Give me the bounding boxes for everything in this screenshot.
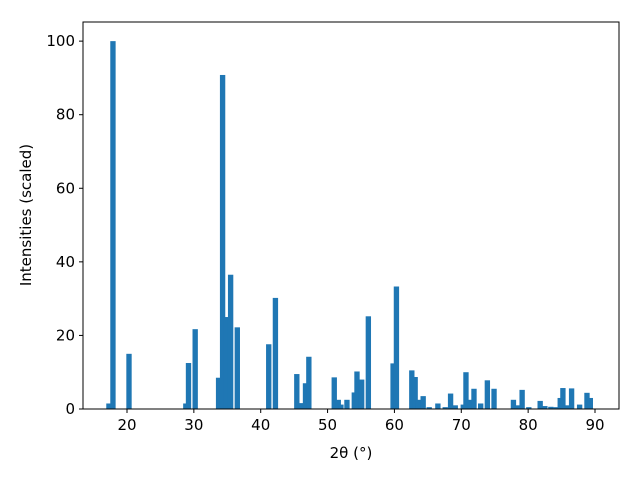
bar — [519, 389, 525, 409]
bar — [412, 376, 418, 409]
bar — [514, 405, 521, 409]
x-tick-label: 50 — [318, 416, 337, 434]
bar — [447, 393, 454, 409]
x-tick-label: 30 — [184, 416, 203, 434]
bar — [390, 363, 396, 409]
y-tick-label: 60 — [56, 179, 75, 197]
bar — [331, 377, 337, 409]
x-tick-label: 80 — [519, 416, 538, 434]
bar — [302, 383, 309, 409]
bar — [537, 400, 543, 409]
bar — [576, 404, 583, 409]
plot-frame — [82, 21, 620, 410]
bar — [442, 407, 448, 409]
bar — [344, 399, 350, 409]
bar — [426, 407, 432, 409]
bar — [587, 397, 593, 409]
bar — [510, 399, 517, 409]
bar — [223, 317, 230, 409]
bar — [564, 405, 570, 409]
y-tick-label: 0 — [65, 400, 75, 418]
bar — [393, 286, 400, 409]
bar — [584, 392, 590, 409]
bar — [106, 403, 112, 409]
bar — [192, 329, 198, 409]
bar — [542, 406, 548, 409]
bar — [272, 297, 279, 409]
bar — [110, 41, 116, 410]
y-tick-label: 20 — [56, 326, 75, 344]
bar — [477, 403, 484, 409]
y-tick-label: 100 — [46, 32, 75, 50]
bar — [548, 406, 554, 409]
x-tick-label: 70 — [452, 416, 471, 434]
bar — [215, 377, 222, 409]
x-tick-label: 20 — [117, 416, 136, 434]
bar — [463, 372, 469, 409]
x-tick-label: 90 — [585, 416, 604, 434]
bar — [460, 404, 466, 409]
bar — [467, 399, 473, 409]
bar — [354, 371, 360, 409]
y-tick-label: 80 — [56, 106, 75, 124]
bar — [452, 405, 458, 409]
bar — [491, 388, 497, 409]
bar — [435, 403, 441, 409]
bar — [185, 363, 192, 409]
bar — [365, 316, 372, 409]
bar — [338, 404, 344, 409]
bar — [335, 399, 341, 409]
bar — [471, 388, 477, 409]
bar — [484, 380, 491, 409]
bar — [415, 399, 422, 409]
bar — [227, 274, 234, 409]
bar — [306, 356, 312, 409]
bar — [298, 403, 304, 409]
x-tick-label: 60 — [385, 416, 404, 434]
bar — [234, 327, 240, 409]
y-tick-label: 40 — [56, 253, 75, 271]
x-axis-label: 2θ (°) — [330, 444, 373, 462]
bar — [294, 374, 300, 409]
x-tick-label: 40 — [251, 416, 270, 434]
bar — [358, 379, 365, 409]
bar — [126, 353, 132, 409]
y-axis-label: Intensities (scaled) — [17, 144, 35, 286]
bar — [420, 396, 426, 409]
bar — [409, 370, 415, 409]
bar — [560, 388, 566, 409]
bar — [568, 388, 575, 409]
bar — [219, 74, 226, 409]
bar — [266, 344, 272, 409]
bar — [526, 407, 532, 409]
bar — [553, 407, 559, 409]
